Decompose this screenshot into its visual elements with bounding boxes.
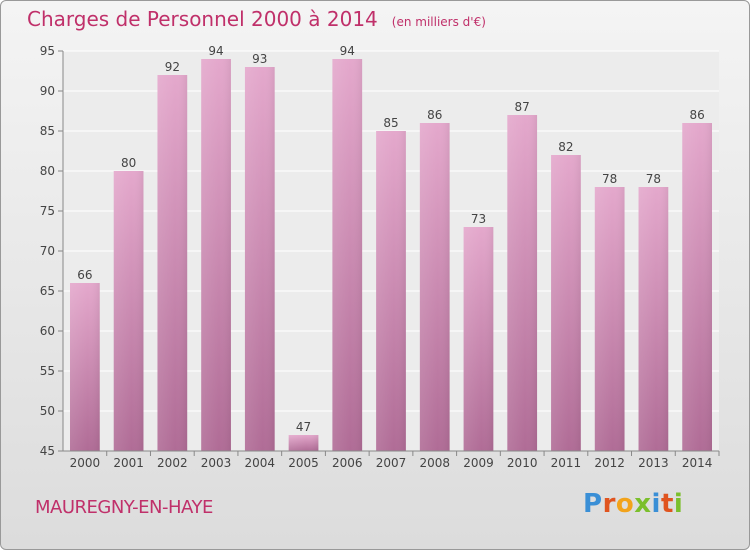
logo-letter: r <box>602 489 616 519</box>
bar-value-label: 78 <box>646 172 661 186</box>
bar-value-label: 87 <box>515 100 530 114</box>
logo-letter: i <box>651 489 661 519</box>
x-tick-label: 2004 <box>245 456 276 470</box>
bar-shading <box>69 283 100 451</box>
logo-letter: i <box>673 489 684 519</box>
x-tick-label: 2001 <box>113 456 144 470</box>
bar-value-label: 78 <box>602 172 617 186</box>
logo-letter: o <box>615 489 635 519</box>
y-tick-label: 70 <box>40 244 55 258</box>
y-tick-label: 60 <box>40 324 55 338</box>
bar-value-label: 94 <box>340 44 355 58</box>
y-tick-label: 45 <box>40 444 55 458</box>
bar-shading <box>463 227 494 451</box>
bar-value-label: 86 <box>427 108 442 122</box>
x-tick-label: 2003 <box>201 456 232 470</box>
bar-shading <box>638 187 669 451</box>
bar-value-label: 86 <box>689 108 704 122</box>
x-tick-label: 2002 <box>157 456 188 470</box>
bar-shading <box>376 131 406 451</box>
bar-shading <box>507 115 538 451</box>
bar-value-label: 92 <box>165 60 180 74</box>
y-tick-label: 75 <box>40 204 55 218</box>
bar-value-label: 94 <box>208 44 223 58</box>
bar-value-label: 80 <box>121 156 136 170</box>
commune-name: MAUREGNY-EN-HAYE <box>35 497 213 518</box>
y-tick-label: 65 <box>40 284 55 298</box>
bar-value-label: 73 <box>471 212 486 226</box>
logo-letter: x <box>634 489 652 519</box>
x-tick-label: 2000 <box>70 456 101 470</box>
bar-shading <box>551 155 581 451</box>
bar-shading <box>332 59 363 451</box>
x-tick-label: 2007 <box>376 456 407 470</box>
x-tick-label: 2011 <box>551 456 582 470</box>
bar-value-label: 93 <box>252 52 267 66</box>
bar-shading <box>594 187 625 451</box>
x-tick-label: 2006 <box>332 456 363 470</box>
y-tick-label: 85 <box>40 124 55 138</box>
bar-shading <box>201 59 231 451</box>
bar-shading <box>419 123 450 451</box>
bar-value-label: 66 <box>77 268 92 282</box>
x-tick-label: 2010 <box>507 456 538 470</box>
y-tick-label: 55 <box>40 364 55 378</box>
x-tick-label: 2012 <box>594 456 625 470</box>
bar-shading <box>113 171 144 451</box>
bar-value-label: 82 <box>558 140 573 154</box>
bar-value-label: 85 <box>383 116 398 130</box>
proxiti-logo: Proxiti <box>583 489 683 519</box>
y-tick-label: 90 <box>40 84 55 98</box>
y-tick-label: 95 <box>40 44 55 58</box>
x-tick-label: 2008 <box>419 456 450 470</box>
chart-subtitle: (en milliers d'€) <box>391 15 486 29</box>
x-tick-label: 2014 <box>682 456 713 470</box>
x-tick-label: 2013 <box>638 456 669 470</box>
bar-value-label: 47 <box>296 420 311 434</box>
x-tick-label: 2005 <box>288 456 319 470</box>
bar-shading <box>682 123 713 451</box>
chart-title: Charges de Personnel 2000 à 2014 (en mill… <box>27 7 486 31</box>
y-tick-label: 80 <box>40 164 55 178</box>
chart-title-text: Charges de Personnel 2000 à 2014 <box>27 7 378 31</box>
logo-letter: P <box>583 489 603 519</box>
bar-shading <box>157 75 188 451</box>
bar-shading <box>244 67 275 451</box>
logo-letter: t <box>660 489 674 519</box>
y-tick-label: 50 <box>40 404 55 418</box>
x-tick-label: 2009 <box>463 456 494 470</box>
bar-shading <box>288 435 319 451</box>
